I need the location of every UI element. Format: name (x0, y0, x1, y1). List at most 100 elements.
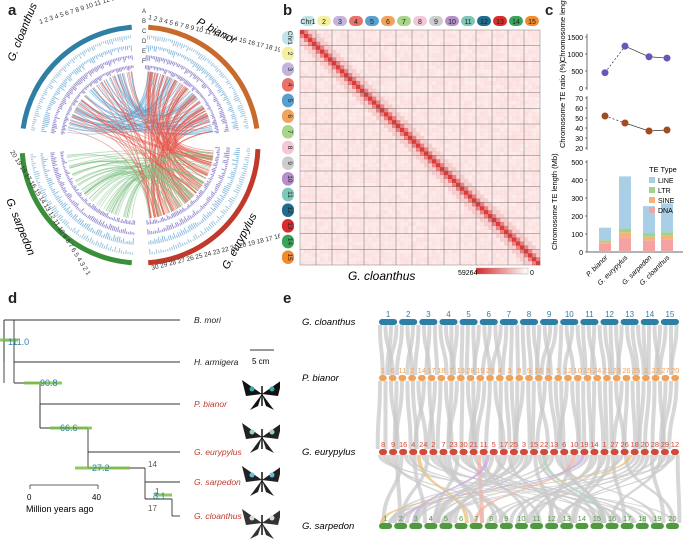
chrom-bar-pb (554, 375, 563, 381)
chrom-bar-gc (560, 319, 579, 325)
chrom-label-ge: 22 (540, 440, 548, 449)
chrom-bar-gs (560, 523, 574, 529)
chrom-label-gs: 18 (638, 514, 646, 523)
ring-letter-B: B (142, 19, 146, 25)
chrom-top-label: 7 (402, 19, 406, 26)
chrom-bar-ge (670, 449, 679, 455)
synteny-ribbon (378, 325, 385, 375)
chrom-left-14 (282, 234, 294, 249)
synteny-ribbon (387, 325, 399, 375)
panel-letter-b: b (283, 2, 293, 19)
synteny-ribbon (597, 325, 607, 375)
chrom-label-gs: 4 (429, 514, 433, 523)
chrom-bar-gc (399, 319, 418, 325)
chrom-label-gs: 8 (489, 514, 493, 523)
chrom-top-10 (445, 16, 459, 26)
chrom-top-15 (525, 16, 539, 26)
synteny-ribbon (433, 455, 460, 523)
chrom-bar-ge (570, 449, 579, 455)
synteny-ribbon (415, 455, 590, 523)
synteny-ribbon (459, 325, 465, 375)
species-label-gc: G. cloanthus (302, 317, 356, 328)
karyotype-arc-ge (148, 149, 261, 266)
chrom-label-ge: 15 (530, 440, 538, 449)
chrom-label-gs: 14 (578, 514, 586, 523)
te-ratio-tick: 50 (575, 116, 583, 123)
chrom-label-ge: 4 (411, 440, 415, 449)
panel-letter-e: e (283, 290, 292, 307)
chrom-label-ge: 25 (510, 440, 518, 449)
taxon-label: G. cloanthus (194, 511, 242, 521)
te-ratio-axis-ticks: 20 30 40 50 60 70 (575, 96, 587, 153)
chrom-left-9 (282, 156, 294, 170)
chrom-bar-gs (545, 523, 559, 529)
length-point (645, 53, 653, 61)
chrom-bar-pb (661, 375, 670, 381)
ring-letter-F: F (142, 59, 146, 65)
bar-dna (661, 239, 673, 252)
synteny-plot: 1 2 3 4 5 6 7 8 9 10 11 12 13 14 151 6 11 2 14 17 18 7 13 28 19 2… (302, 310, 682, 532)
chrom-top-14 (509, 16, 523, 26)
chrom-bar-pb (632, 375, 641, 381)
te-length-tick: 400 (571, 178, 583, 185)
chrom-bar-pb (417, 375, 426, 381)
te-length-tick: 100 (571, 232, 583, 239)
butterfly-icon (242, 466, 280, 496)
chrom-label-pb: 11 (398, 366, 406, 375)
synteny-ribbon (435, 381, 443, 449)
chrom-bar-ge (530, 449, 539, 455)
taxon-label: G. sarpedon (194, 477, 241, 487)
chrom-bar-pb (379, 375, 387, 381)
chrom-label-ge: 17 (500, 440, 508, 449)
synteny-ribbon (530, 381, 536, 449)
chrom-top-5 (365, 16, 379, 26)
bar-sine (643, 236, 655, 241)
chrom-top-label: 11 (464, 19, 471, 26)
chrom-label-gs: 17 (623, 514, 631, 523)
chrom-label-gc: 10 (565, 310, 574, 319)
chrom-bar-pb (612, 375, 621, 381)
chrom-label-pb: 2 (410, 366, 414, 375)
node-confidence-bar (155, 493, 172, 497)
chrom-label-ge: 16 (399, 440, 407, 449)
synteny-ribbon (390, 455, 475, 523)
node-confidence-bar (0, 338, 18, 342)
chrom-label-pb: 17 (427, 366, 435, 375)
synteny-ribbon (646, 325, 652, 375)
synteny-ribbon (508, 325, 514, 375)
chrom-bar-gc (459, 319, 478, 325)
chrom-label-ge: 27 (610, 440, 618, 449)
chrom-left-label: 5 (286, 99, 293, 103)
synteny-ribbon (581, 381, 587, 449)
synteny-ribbon (537, 455, 598, 523)
chrom-label-ge: 1 (602, 440, 606, 449)
te-length-tick: 500 (571, 160, 583, 167)
scale-max-label: 59264 (458, 270, 478, 277)
synteny-ribbon (500, 325, 509, 375)
chrom-label-pb: 9 (546, 366, 550, 375)
te-length-bars (599, 176, 673, 252)
chrom-label-ge: 19 (580, 440, 588, 449)
chrom-label-ge: 5 (492, 440, 496, 449)
chrom-left-2 (282, 46, 294, 61)
chrom-label-pb: 7 (449, 366, 453, 375)
chrom-bar-gs (575, 523, 589, 529)
chrom-bar-ge (600, 449, 609, 455)
chrom-top-label: 13 (496, 19, 504, 26)
chrom-label-pb: 20 (671, 366, 679, 375)
synteny-ribbon (392, 381, 399, 449)
chrom-bar-gs (514, 523, 528, 529)
legend-label: LTR (658, 188, 671, 195)
contact-map (300, 30, 541, 266)
chrom-bar-ge (560, 449, 569, 455)
chrom-bar-pb (671, 375, 679, 381)
synteny-ribbon (630, 381, 638, 449)
chrom-top-12 (477, 16, 491, 26)
chrom-left-label: 2 (286, 52, 293, 56)
panel-letter-a: a (8, 2, 17, 19)
chrom-bar-pb (505, 375, 514, 381)
synteny-ribbon (486, 455, 667, 523)
synteny-ribbon (484, 381, 492, 449)
synteny-ribbon (472, 325, 481, 375)
synteny-ribbon (473, 455, 577, 523)
